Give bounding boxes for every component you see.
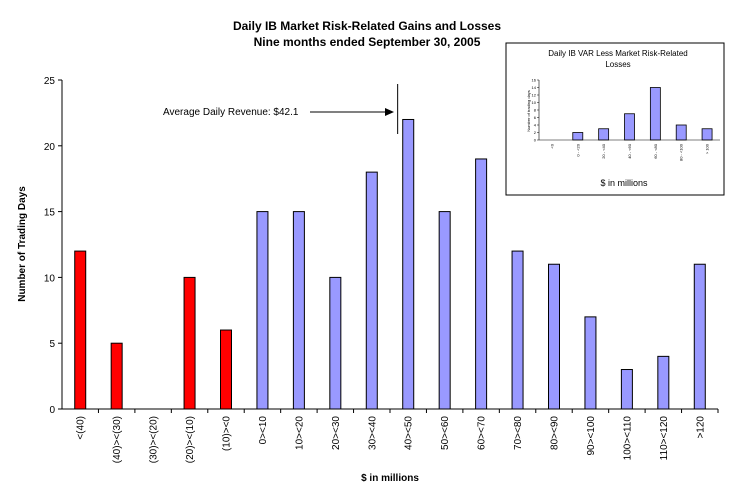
- x-tick-label: 70><80: [513, 416, 524, 450]
- bar: [220, 329, 232, 410]
- inset-x-tick-label: 80 - <100: [679, 143, 684, 161]
- inset-y-tick-label: 6: [534, 115, 537, 120]
- bar: [402, 118, 415, 410]
- y-tick-label: 20: [44, 142, 56, 153]
- bar: [365, 171, 378, 410]
- bar: [511, 250, 524, 410]
- inset-bar: [624, 113, 635, 141]
- bar: [657, 355, 670, 410]
- y-tick-label: 25: [44, 76, 56, 87]
- inset-x-tick-label: <0: [549, 143, 554, 148]
- x-tick-label: (10)><0: [222, 416, 233, 451]
- inset-frame: [505, 42, 725, 196]
- inset-bar: [649, 87, 661, 141]
- x-tick-label: 80><90: [550, 416, 561, 450]
- inset-y-tick-label: 8: [534, 108, 537, 113]
- inset-y-axis-label: Number of trading days: [526, 90, 531, 132]
- inset-y-tick-label: 14: [532, 85, 537, 90]
- y-tick-label: 0: [49, 405, 55, 416]
- inset-y-tick-label: 4: [534, 123, 537, 128]
- inset-x-tick-label: 60 - <80: [653, 143, 658, 159]
- annotation-arrowhead: [385, 108, 394, 116]
- x-tick-label: 60><70: [477, 416, 488, 450]
- bar: [183, 276, 196, 410]
- x-axis-label: $ in millions: [361, 473, 419, 484]
- inset-x-axis-label: $ in millions: [600, 178, 648, 188]
- annotation-label: Average Daily Revenue: $42.1: [163, 107, 299, 118]
- inset-title-line2: Losses: [605, 60, 630, 69]
- inset-bar: [598, 128, 610, 141]
- x-tick-label: 10><20: [294, 416, 305, 450]
- bar: [292, 211, 305, 410]
- inset-y-tick-label: 16: [532, 78, 537, 83]
- x-tick-label: (20)><(10): [185, 416, 196, 463]
- x-tick-label: 0><10: [258, 416, 269, 445]
- inset-bar: [701, 128, 713, 141]
- x-tick-label: 30><40: [367, 416, 378, 450]
- bar: [584, 316, 597, 410]
- y-axis-label: Number of Trading Days: [17, 186, 28, 302]
- inset-x-tick-label: 20 - <40: [601, 143, 606, 159]
- x-tick-label: (40)><(30): [112, 416, 123, 463]
- x-tick-label: 20><30: [331, 416, 342, 450]
- x-tick-label: 100><110: [622, 416, 633, 461]
- chart-subtitle: Nine months ended September 30, 2005: [254, 35, 481, 49]
- bar: [256, 211, 269, 410]
- bar: [475, 158, 488, 410]
- x-tick-label: 50><60: [440, 416, 451, 450]
- bar: [620, 369, 633, 410]
- inset-plot-area: 0 2 4 6 8 10 12 14 16 <0 0 - <20 20 - <40 40 - <60 60…: [532, 78, 713, 161]
- inset-y-tick-label: 10: [532, 100, 537, 105]
- x-tick-label: >120: [695, 416, 706, 439]
- inset-x-tick-label: > 100: [705, 143, 710, 154]
- x-tick-label: 110><120: [659, 416, 670, 461]
- x-tick-label: (30)><(20): [149, 416, 160, 463]
- inset-x-tick-label: 0 - <20: [575, 143, 580, 156]
- inset-y-tick-label: 12: [532, 93, 537, 98]
- inset-title-line1: Daily IB VAR Less Market Risk-Related: [548, 49, 687, 58]
- y-tick-label: 5: [49, 339, 55, 350]
- bar: [74, 250, 87, 410]
- bar: [438, 211, 451, 410]
- inset-y-tick-label: 2: [534, 130, 537, 135]
- y-tick-label: 10: [44, 273, 56, 284]
- x-tick-label: 90><100: [586, 416, 597, 456]
- inset-bar: [675, 124, 687, 141]
- inset-bar: [572, 132, 584, 141]
- inset-chart: Daily IB VAR Less Market Risk-Related Lo…: [505, 42, 725, 196]
- x-tick-label: 40><50: [404, 416, 415, 450]
- inset-y-tick-label: 0: [534, 138, 537, 143]
- inset-x-tick-label: 40 - <60: [627, 143, 632, 159]
- bar: [329, 276, 342, 410]
- bar: [548, 263, 560, 410]
- bar: [693, 263, 706, 410]
- bar: [110, 342, 123, 410]
- x-tick-label: <(40): [76, 416, 87, 440]
- chart-title: Daily IB Market Risk-Related Gains and L…: [233, 19, 501, 33]
- y-tick-label: 15: [44, 208, 56, 219]
